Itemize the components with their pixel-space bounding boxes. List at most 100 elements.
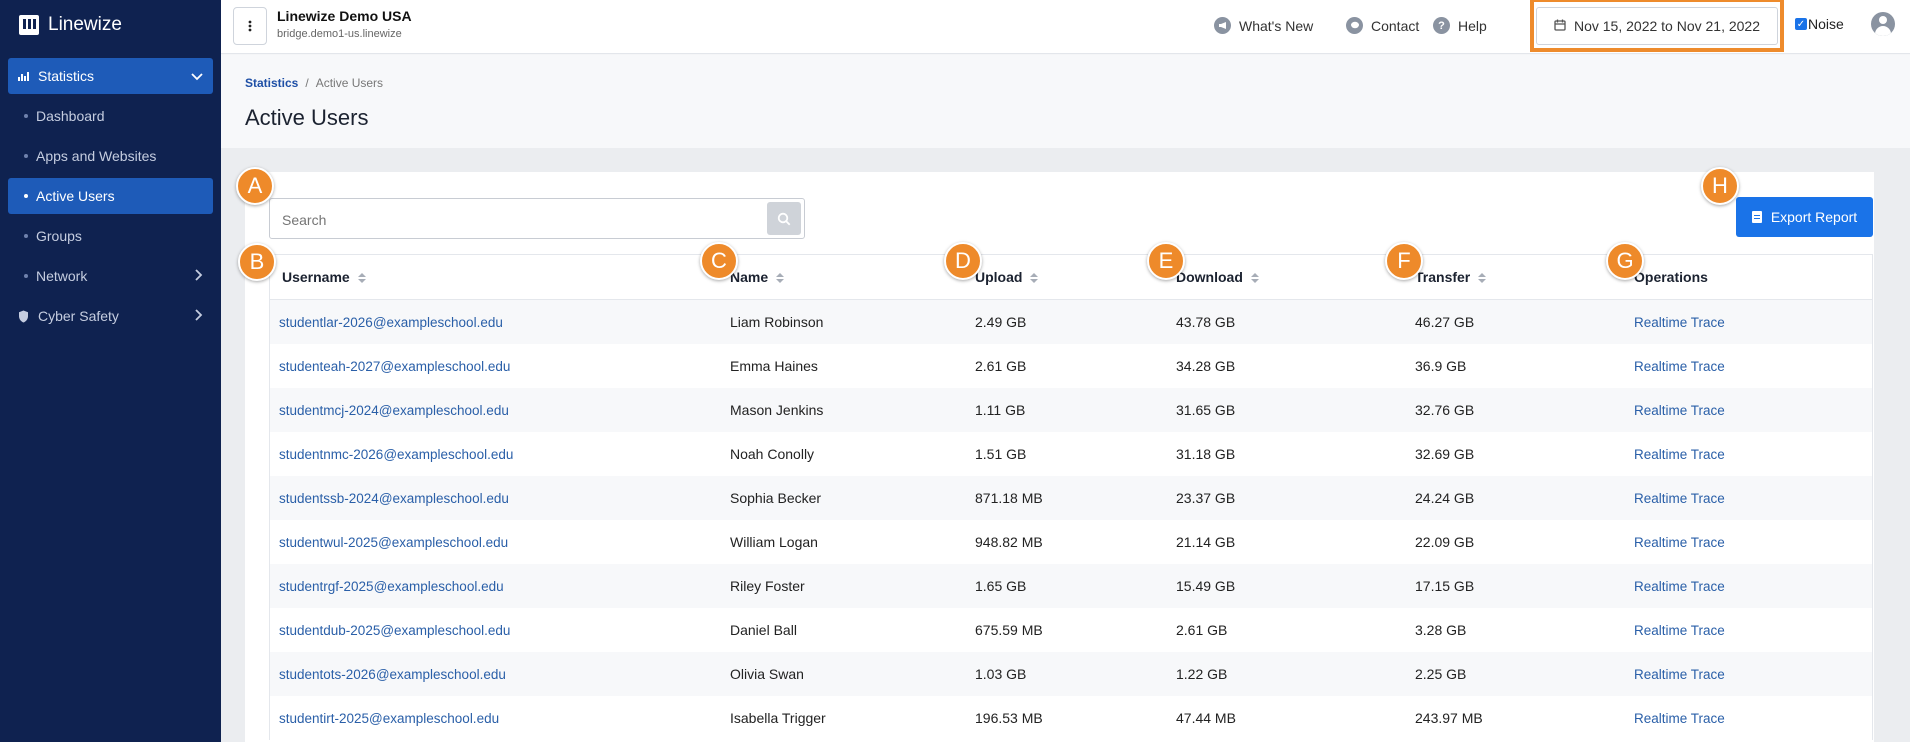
cell-username-link[interactable]: studentdub-2025@exampleschool.edu [279,622,511,638]
bullet-icon [24,274,28,278]
sort-icon [776,273,785,284]
more-options-button[interactable] [233,7,267,45]
column-header-username[interactable]: Username [270,269,730,285]
sidebar-item-groups[interactable]: Groups [8,218,213,254]
shield-icon [18,310,32,323]
bullet-icon [24,194,28,198]
sidebar-item-active-users[interactable]: Active Users [8,178,213,214]
cell-username-link[interactable]: studentirt-2025@exampleschool.edu [279,710,500,726]
realtime-trace-link[interactable]: Realtime Trace [1634,578,1725,594]
search-input[interactable] [282,212,762,228]
sidebar-item-dashboard[interactable]: Dashboard [8,98,213,134]
sidebar-item-apps-and-websites[interactable]: Apps and Websites [8,138,213,174]
cell-download: 15.49 GB [1176,578,1236,594]
callout-badge-c: C [700,242,738,280]
cell-download: 31.18 GB [1176,446,1236,462]
table-row: studentssb-2024@exampleschool.edu Sophia … [270,476,1872,520]
cell-transfer: 3.28 GB [1415,622,1467,638]
realtime-trace-link[interactable]: Realtime Trace [1634,710,1725,726]
page-title: Active Users [245,105,369,130]
cell-username-link[interactable]: studentlar-2026@exampleschool.edu [279,314,503,330]
cell-upload: 1.11 GB [975,402,1026,418]
cell-upload: 1.03 GB [975,666,1027,682]
callout-badge-e: E [1147,242,1185,280]
column-header-name[interactable]: Name [730,269,975,285]
chat-bubble-icon [1346,17,1363,34]
cell-username-link[interactable]: studentots-2026@exampleschool.edu [279,666,506,682]
realtime-trace-link[interactable]: Realtime Trace [1634,446,1725,462]
column-header-operations: Operations [1634,269,1708,285]
date-range-label: Nov 15, 2022 to Nov 21, 2022 [1573,18,1761,34]
bullet-icon [24,114,28,118]
noise-checkbox[interactable]: ✓ Noise [1795,16,1844,32]
sidebar-item-label: Active Users [36,188,115,204]
realtime-trace-link[interactable]: Realtime Trace [1634,534,1725,550]
org-name: Linewize Demo USA [277,8,412,24]
noise-label: Noise [1808,16,1844,32]
search-box[interactable] [269,198,805,239]
realtime-trace-link[interactable]: Realtime Trace [1634,490,1725,506]
column-header-label: Upload [975,269,1023,285]
help-link[interactable]: ? Help [1433,17,1487,34]
cell-name: Isabella Trigger [730,710,826,726]
org-host: bridge.demo1-us.linewize [277,28,402,40]
date-range-picker[interactable]: Nov 15, 2022 to Nov 21, 2022 [1536,7,1778,45]
contact-link[interactable]: Contact [1346,17,1419,34]
cell-upload: 2.61 GB [975,358,1027,374]
column-header-label: Download [1176,269,1243,285]
bullet-icon [24,154,28,158]
column-header-transfer[interactable]: Transfer [1415,269,1634,285]
table-row: studentlar-2026@exampleschool.edu Liam Ro… [270,300,1872,344]
cell-upload: 675.59 MB [975,622,1043,638]
brand[interactable]: Linewize [0,0,221,50]
question-mark-icon: ? [1433,17,1450,34]
breadcrumb-statistics-link[interactable]: Statistics [245,76,299,90]
callout-badge-f: F [1385,242,1423,280]
column-header-download[interactable]: Download [1176,269,1415,285]
sidebar-item-network[interactable]: Network [8,258,213,294]
callout-badge-b: B [238,243,276,281]
breadcrumb-current: Active Users [315,76,384,90]
sidebar-item-label: Cyber Safety [38,308,119,324]
cell-username-link[interactable]: studentrgf-2025@exampleschool.edu [279,578,504,594]
user-avatar-icon[interactable] [1871,12,1895,36]
date-range-highlight [1530,0,1784,52]
cell-name: Noah Conolly [730,446,815,462]
table-row: studentmcj-2024@exampleschool.edu Mason J… [270,388,1872,432]
column-header-upload[interactable]: Upload [975,269,1176,285]
column-header-label: Transfer [1415,269,1471,285]
document-icon [1751,211,1762,223]
whats-new-label: What's New [1239,17,1314,34]
realtime-trace-link[interactable]: Realtime Trace [1634,666,1725,682]
search-button[interactable] [767,202,801,235]
realtime-trace-link[interactable]: Realtime Trace [1634,622,1725,638]
cell-username-link[interactable]: studenteah-2027@exampleschool.edu [279,358,511,374]
realtime-trace-link[interactable]: Realtime Trace [1634,314,1725,330]
active-users-table: Username Name Upload Download Transfer O… [269,254,1873,740]
chevron-right-icon [195,308,203,324]
calendar-icon [1554,18,1566,34]
table-row: studentirt-2025@exampleschool.edu Isabell… [270,696,1872,740]
sidebar-item-cyber-safety[interactable]: Cyber Safety [8,298,213,334]
table-row: studentots-2026@exampleschool.edu Olivia … [270,652,1872,696]
realtime-trace-link[interactable]: Realtime Trace [1634,358,1725,374]
cell-name: Mason Jenkins [730,402,824,418]
cell-name: Riley Foster [730,578,805,594]
cell-transfer: 17.15 GB [1415,578,1475,594]
sidebar: Linewize Statistics Dashboard Apps and W… [0,0,221,742]
cell-username-link[interactable]: studentssb-2024@exampleschool.edu [279,490,509,506]
callout-badge-g: G [1606,242,1644,280]
whats-new-link[interactable]: What's New [1214,17,1313,34]
chart-icon [18,71,32,82]
realtime-trace-link[interactable]: Realtime Trace [1634,402,1725,418]
top-header: Linewize Demo USA bridge.demo1-us.linewi… [221,0,1910,54]
cell-download: 31.65 GB [1176,402,1236,418]
cell-username-link[interactable]: studentmcj-2024@exampleschool.edu [279,402,509,418]
cell-username-link[interactable]: studentwul-2025@exampleschool.edu [279,534,509,550]
export-report-button[interactable]: Export Report [1736,197,1873,237]
sidebar-section-statistics[interactable]: Statistics [8,58,213,94]
cell-name: Daniel Ball [730,622,797,638]
cell-transfer: 243.97 MB [1415,710,1483,726]
cell-upload: 2.49 GB [975,314,1027,330]
cell-username-link[interactable]: studentnmc-2026@exampleschool.edu [279,446,514,462]
